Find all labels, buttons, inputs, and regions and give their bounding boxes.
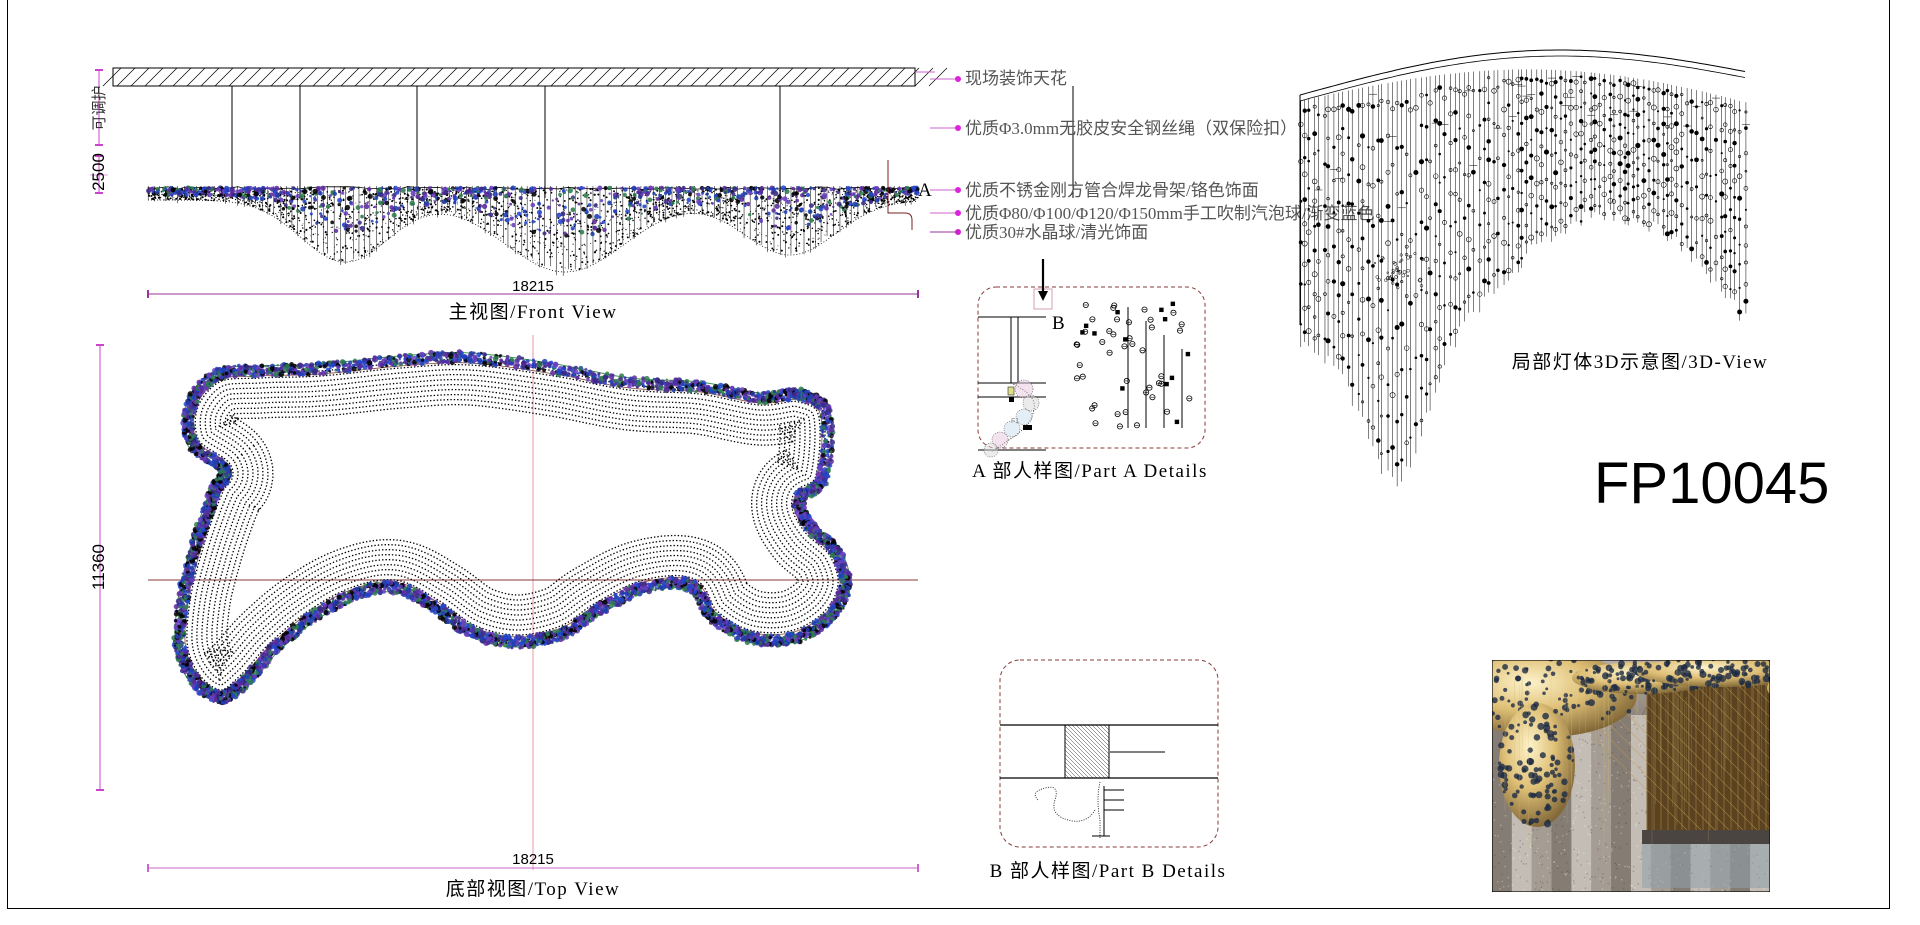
svg-text:18215: 18215 (512, 278, 554, 295)
svg-text:优质不锈金刚方管合焊龙骨架/铬色饰面: 优质不锈金刚方管合焊龙骨架/铬色饰面 (965, 181, 1259, 200)
svg-text:优质Φ3.0mm无胶皮安全钢丝绳（双保险扣）: 优质Φ3.0mm无胶皮安全钢丝绳（双保险扣） (965, 119, 1297, 138)
svg-text:A: A (918, 180, 932, 201)
svg-text:现场装饰天花: 现场装饰天花 (965, 69, 1067, 88)
svg-text:可调护: 可调护 (91, 85, 108, 130)
svg-text:优质Φ80/Φ100/Φ120/Φ150mm手工吹制汽泡球/: 优质Φ80/Φ100/Φ120/Φ150mm手工吹制汽泡球/渐变蓝色 (965, 204, 1375, 223)
svg-text:2500: 2500 (89, 153, 108, 191)
svg-text:优质30#水晶球/清光饰面: 优质30#水晶球/清光饰面 (965, 223, 1148, 242)
svg-text:主视图/Front View: 主视图/Front View (449, 301, 618, 323)
